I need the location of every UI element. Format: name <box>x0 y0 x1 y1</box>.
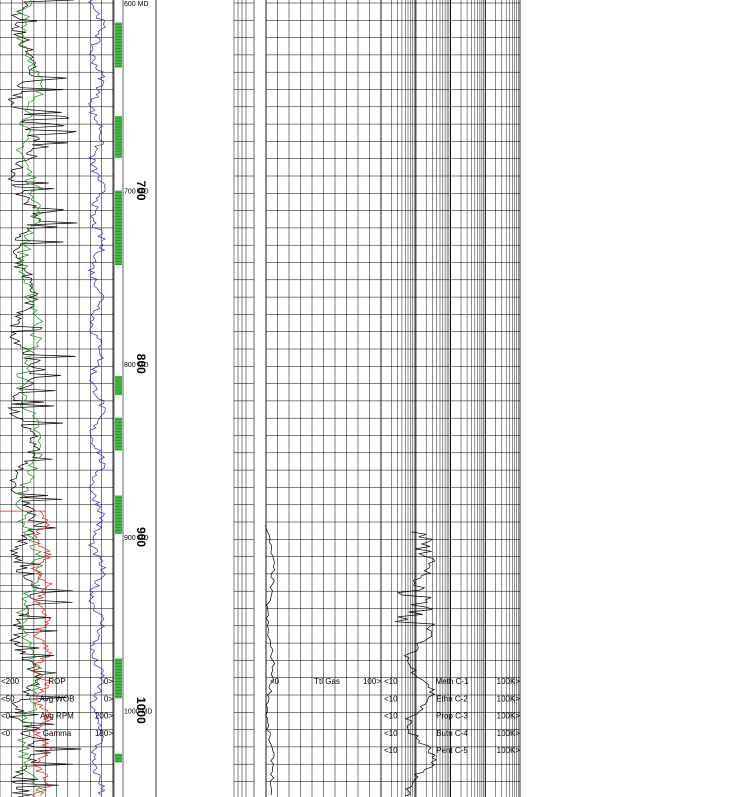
total-gas-curve <box>265 524 276 796</box>
legend-max: 150> <box>95 729 113 738</box>
log-curves <box>0 0 437 797</box>
lithology-band <box>115 22 122 68</box>
legend-name: Butn C-4 <box>436 729 468 738</box>
top-depth-label: 600 MD <box>124 1 149 8</box>
legend-name: Avg RPM <box>40 712 74 721</box>
legend-min: <10 <box>384 712 398 721</box>
legend-max: 0> <box>104 694 113 703</box>
depth-major-label: 900 <box>134 527 148 547</box>
legend-max: 100K> <box>497 729 521 738</box>
lithology-band <box>115 417 122 451</box>
depth-minor-label: 800 MD <box>124 362 149 369</box>
depth-minor-label: 1000 MD <box>124 708 152 715</box>
legend-max: 100> <box>363 677 381 686</box>
depth-minor-label: 900 MD <box>124 535 149 542</box>
rpm-curve <box>30 510 54 797</box>
lithology-band <box>115 376 122 396</box>
legend-name: Ethn C-2 <box>436 694 468 703</box>
curve-legends: <200 ROP 0> <50 Avg WOB 0> <0 Avg RPM 200> <0 Gamm… <box>1 677 520 755</box>
depth-major-label: 1000 <box>134 697 148 724</box>
legend-name: Pent C-5 <box>436 746 468 755</box>
legend-min: <0 <box>1 729 11 738</box>
legend-name: Gamma <box>43 729 72 738</box>
legend-max: 100K> <box>497 746 521 755</box>
legend-min: <50 <box>1 694 15 703</box>
legend-min: <0 <box>270 677 280 686</box>
legend-name: Avg WOB <box>40 694 75 703</box>
depth-major-label: 800 <box>134 354 148 374</box>
legend-name: ROP <box>48 677 65 686</box>
gamma-curve <box>87 0 107 796</box>
lithology-band <box>115 495 122 534</box>
legend-max: 200> <box>95 712 113 721</box>
lithology-band <box>115 116 122 158</box>
legend-min: <0 <box>1 712 11 721</box>
depth-major-label: 700 <box>134 181 148 201</box>
track-grids <box>0 0 521 797</box>
legend-name: Meth C-1 <box>436 677 469 686</box>
legend-min: <10 <box>384 677 398 686</box>
wob-curve <box>14 0 46 796</box>
legend-max: 100K> <box>497 677 521 686</box>
rpm-trace-step <box>0 510 45 586</box>
rop-curve <box>7 0 82 797</box>
legend-min: <200 <box>1 677 20 686</box>
methane-curve <box>395 531 437 797</box>
lithology-band <box>115 190 122 266</box>
legend-min: <10 <box>384 694 398 703</box>
legend-max: 0> <box>104 677 113 686</box>
legend-max: 100K> <box>497 694 521 703</box>
legend-min: <10 <box>384 729 398 738</box>
legend-name: Prop C-3 <box>436 712 469 721</box>
legend-min: <10 <box>384 746 398 755</box>
depth-minor-label: 700 MD <box>124 189 149 196</box>
lithology-band <box>115 753 122 763</box>
lithology-column <box>115 22 122 763</box>
legend-max: 100K> <box>497 712 521 721</box>
legend-name: Ttl Gas <box>314 677 340 686</box>
